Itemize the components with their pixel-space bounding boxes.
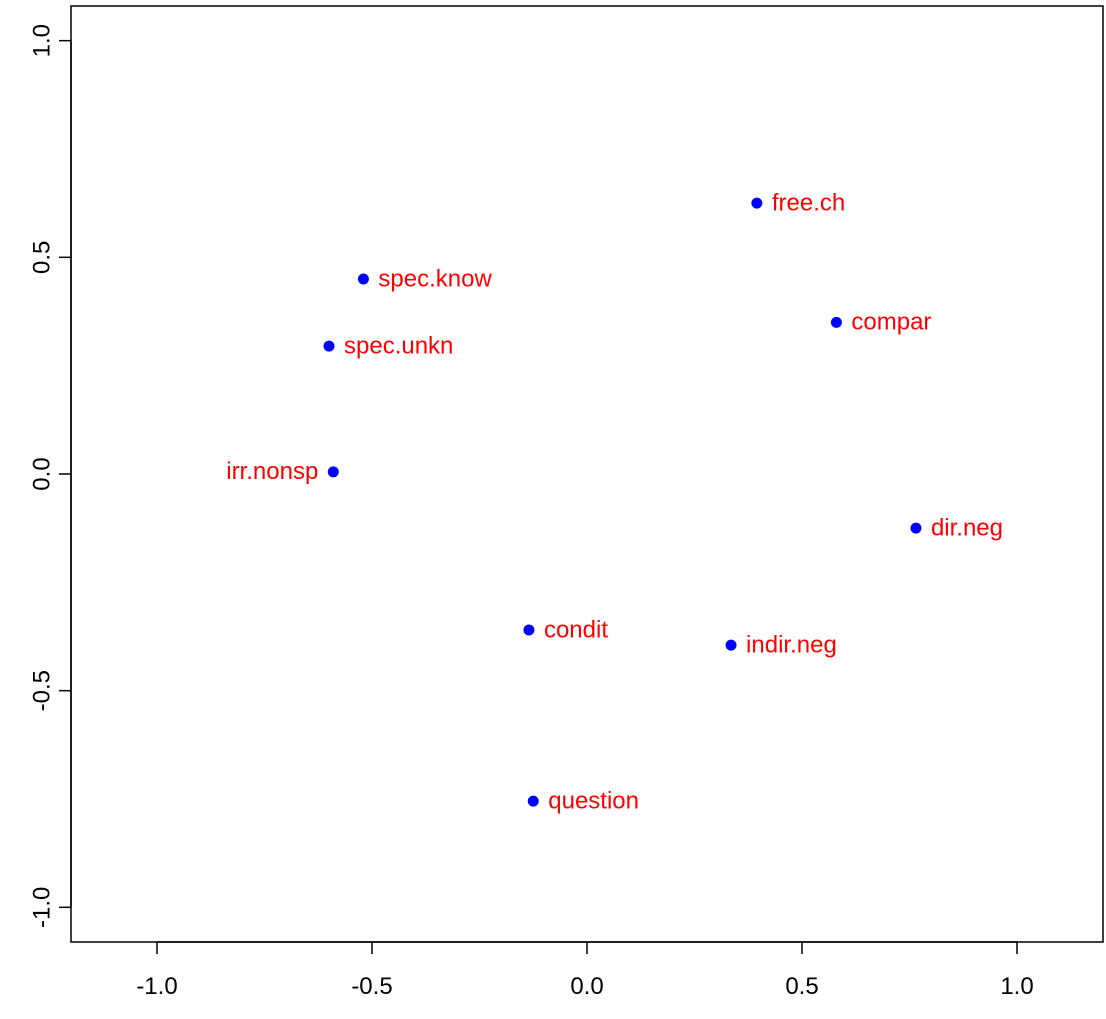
point-label: condit	[544, 616, 608, 643]
point-labels: free.ch spec.know compar spec.unkn irr.nonsp…	[226, 190, 1003, 815]
data-point	[327, 466, 339, 478]
point-label: indir.neg	[746, 632, 837, 659]
point-label: compar	[851, 309, 931, 336]
point-label: irr.nonsp	[226, 458, 318, 485]
x-tick-label: -0.5	[351, 973, 392, 1000]
point-label: free.ch	[772, 190, 845, 217]
point-label: dir.neg	[931, 515, 1003, 542]
y-axis: -1.0 -0.5 0.0 0.5 1.0	[28, 24, 72, 928]
x-axis: -1.0 -0.5 0.0 0.5 1.0	[136, 941, 1034, 1000]
y-tick-label: 0.5	[28, 241, 55, 274]
data-point	[357, 273, 369, 285]
data-point	[323, 340, 335, 352]
data-point	[527, 795, 539, 807]
data-point	[523, 624, 535, 636]
data-points	[323, 197, 922, 807]
point-label: question	[548, 788, 639, 815]
point-label: spec.know	[378, 265, 492, 292]
data-point	[830, 316, 842, 328]
x-tick-label: 0.0	[570, 973, 603, 1000]
x-tick-label: 0.5	[785, 973, 818, 1000]
y-tick-label: 1.0	[28, 24, 55, 57]
data-point	[725, 639, 737, 651]
data-point	[910, 522, 922, 534]
x-tick-label: -1.0	[136, 973, 177, 1000]
y-tick-label: -1.0	[28, 887, 55, 928]
data-point	[751, 197, 763, 209]
y-tick-label: -0.5	[28, 670, 55, 711]
y-tick-label: 0.0	[28, 457, 55, 490]
x-tick-label: 1.0	[1000, 973, 1033, 1000]
point-label: spec.unkn	[344, 333, 453, 360]
